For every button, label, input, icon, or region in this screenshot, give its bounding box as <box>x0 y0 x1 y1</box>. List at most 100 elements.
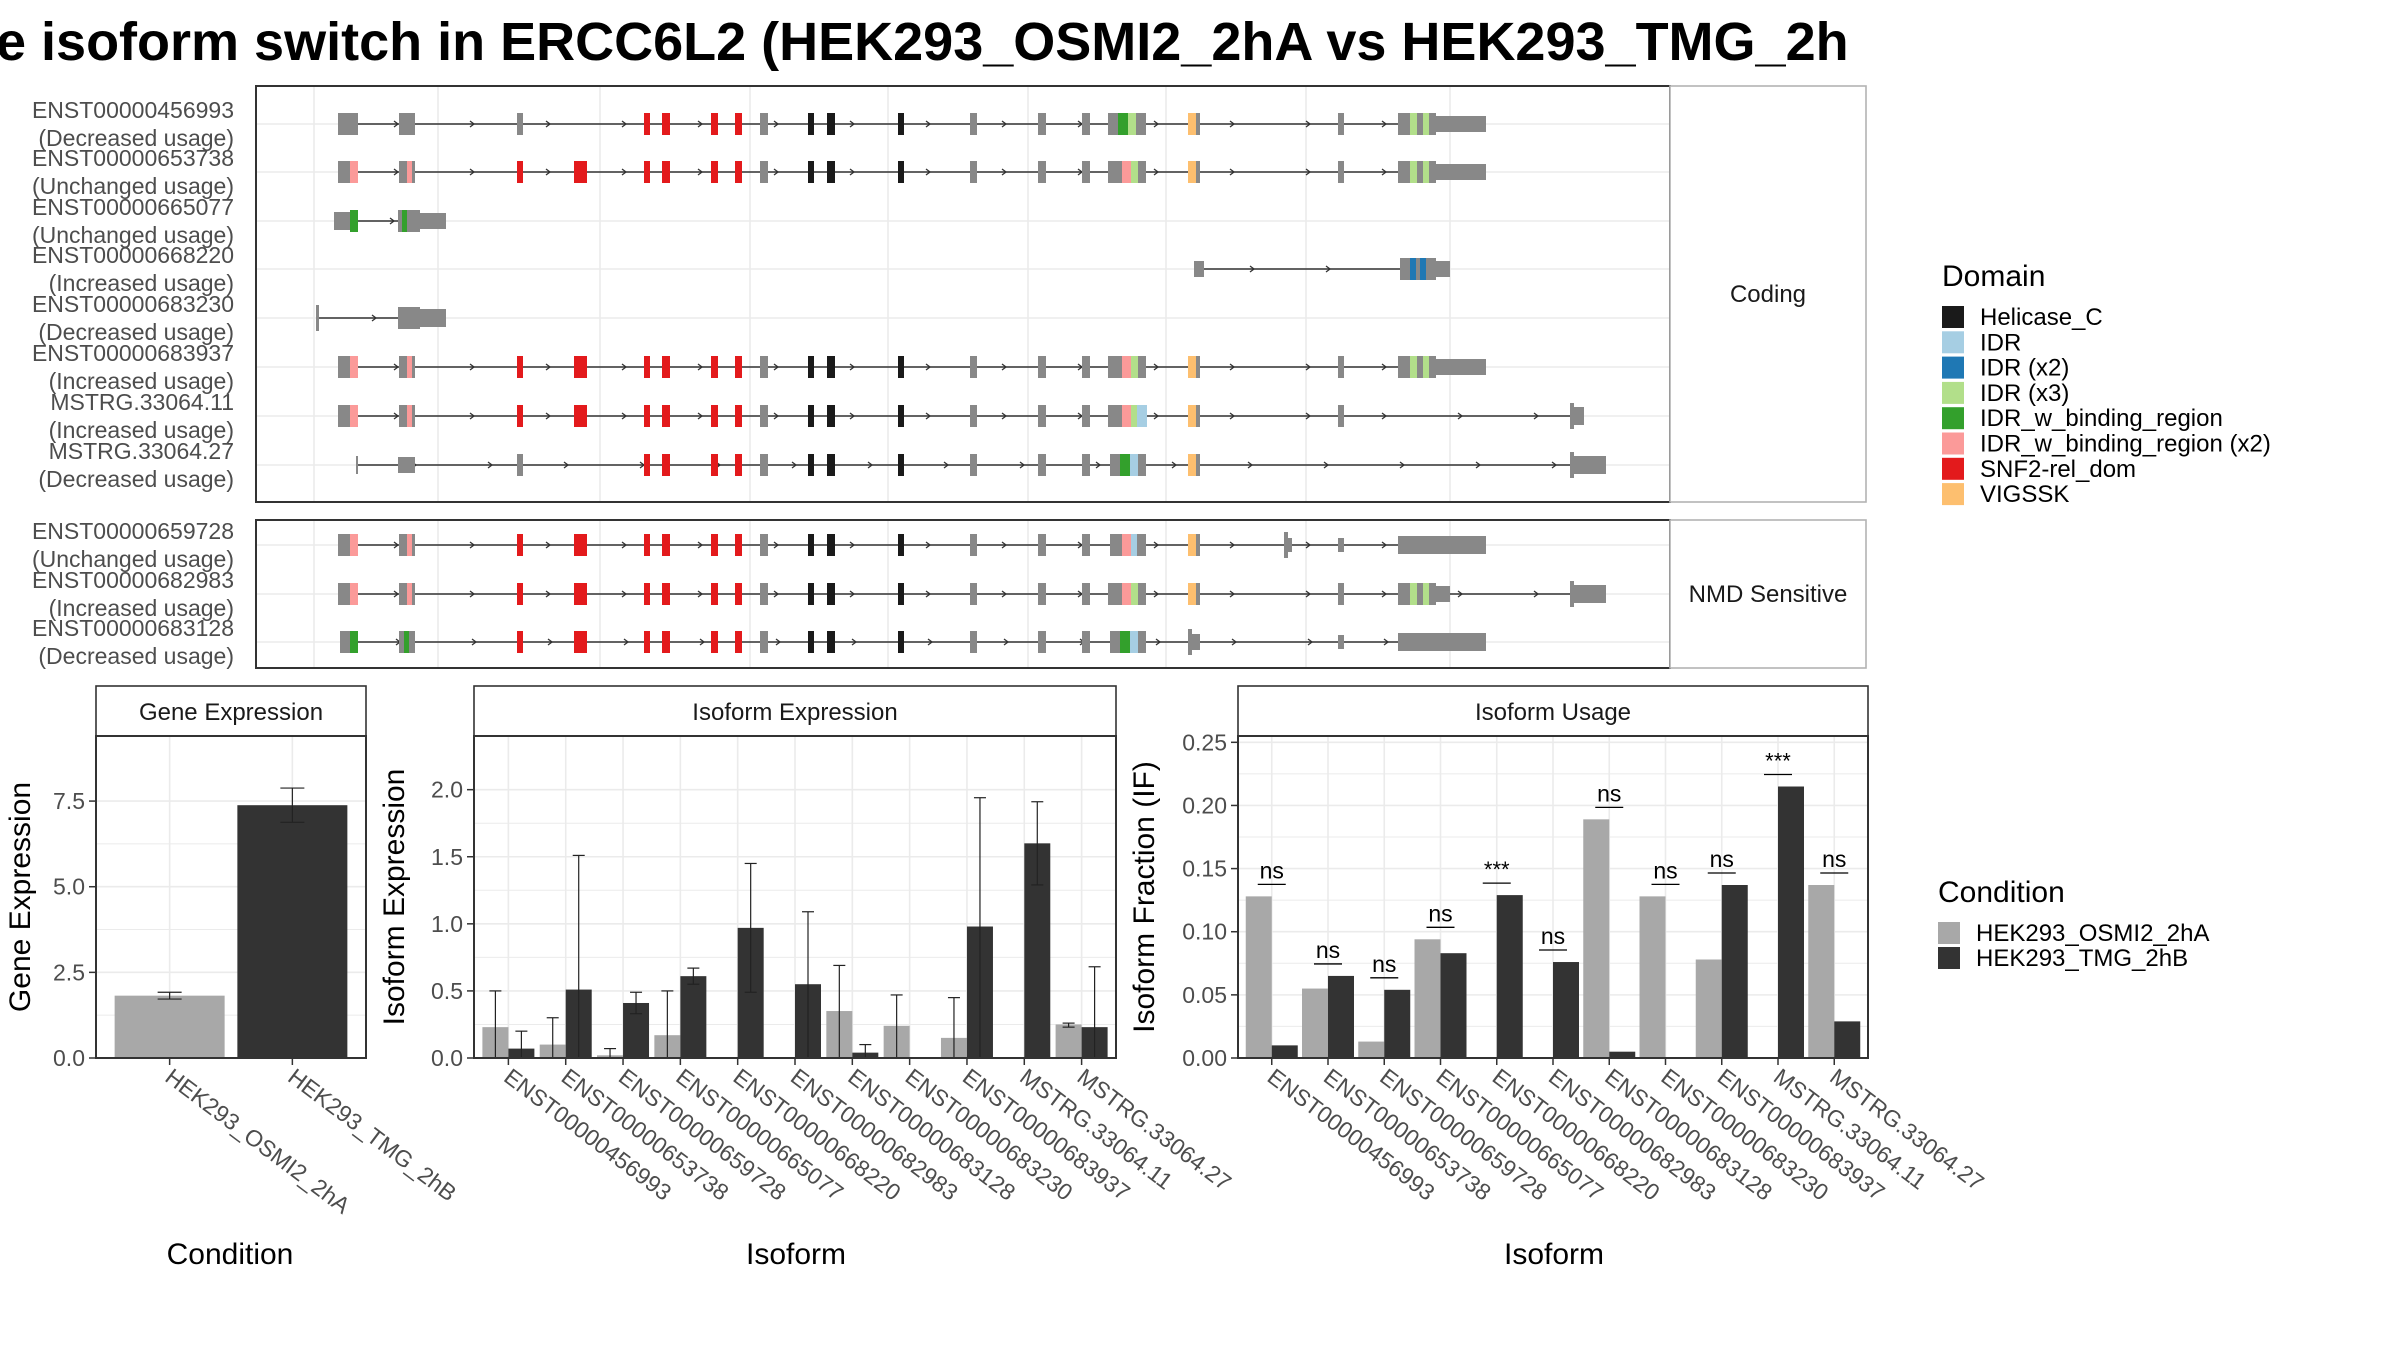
y-tick-label: 0.00 <box>1182 1045 1227 1071</box>
exon <box>1082 113 1090 135</box>
exon <box>1410 113 1417 135</box>
exon <box>735 161 742 183</box>
strand-arrow <box>1381 120 1388 128</box>
exon <box>1416 258 1420 280</box>
exon <box>1136 113 1146 135</box>
exon <box>1108 113 1118 135</box>
strand-arrow <box>849 120 856 128</box>
exon <box>760 631 768 653</box>
exon <box>1108 405 1122 427</box>
exon <box>338 356 350 378</box>
strand-arrow <box>1381 363 1388 371</box>
bar <box>114 995 225 1058</box>
exon <box>808 356 814 378</box>
strand-arrow <box>849 412 856 420</box>
exon <box>735 631 742 653</box>
strand-arrow <box>1153 168 1160 176</box>
exon <box>1131 405 1137 427</box>
exon <box>1426 258 1436 280</box>
strand-arrow <box>773 412 780 420</box>
x-axis-title: Condition <box>167 1238 294 1271</box>
exon <box>1131 583 1138 605</box>
exon <box>1118 113 1128 135</box>
exon <box>1188 629 1192 655</box>
exon <box>808 405 814 427</box>
chart-panel <box>89 685 367 1065</box>
strand-arrow <box>925 363 932 371</box>
isoform-usage-label: (Increased usage) <box>49 595 234 621</box>
strand-arrow <box>1457 412 1464 420</box>
exon <box>1423 113 1429 135</box>
exon <box>1122 405 1131 427</box>
y-tick-label: 0.0 <box>53 1045 85 1071</box>
legend-key <box>1942 356 1964 379</box>
exon <box>412 405 415 427</box>
nmd-strip-label: NMD Sensitive <box>1689 581 1848 608</box>
strand-arrow <box>849 541 856 549</box>
exon <box>711 534 718 556</box>
exon <box>517 454 523 476</box>
strand-arrow <box>849 363 856 371</box>
exon <box>827 356 835 378</box>
exon <box>1038 161 1046 183</box>
exon <box>662 113 670 135</box>
strand-arrow <box>469 363 476 371</box>
transcript-model <box>338 581 1606 607</box>
exon <box>1284 532 1288 558</box>
strand-arrow <box>1001 590 1008 598</box>
chart-panel <box>467 685 1117 1065</box>
exon <box>1131 161 1138 183</box>
strand-arrow <box>1229 168 1236 176</box>
exon <box>399 583 407 605</box>
strand-arrow <box>1019 461 1026 469</box>
exon <box>398 307 420 329</box>
transcript-model <box>338 403 1584 429</box>
exon <box>1429 356 1436 378</box>
exon <box>1423 356 1429 378</box>
exon <box>1188 405 1196 427</box>
strand-arrow <box>393 412 400 420</box>
strand-arrow <box>867 461 874 469</box>
significance-label: ns <box>1653 857 1677 883</box>
exon <box>1410 583 1417 605</box>
exon <box>1110 631 1120 653</box>
y-tick-label: 0.5 <box>431 978 463 1004</box>
exon <box>338 583 350 605</box>
strand-arrow <box>1305 120 1312 128</box>
strand-arrow <box>849 168 856 176</box>
y-axis-title: Isoform Expression <box>378 769 411 1026</box>
isoform-id-label: ENST00000456993 <box>32 97 234 123</box>
exon <box>1038 631 1046 653</box>
panel-border <box>95 735 367 1059</box>
exon <box>1429 583 1436 605</box>
isoform-usage-label: (Decreased usage) <box>38 319 234 345</box>
exon <box>898 161 904 183</box>
exon <box>574 161 587 183</box>
exon <box>1038 113 1046 135</box>
strand-arrow <box>471 638 478 646</box>
exon <box>1338 635 1344 649</box>
exon <box>662 583 670 605</box>
bar <box>1721 885 1748 1058</box>
strand-arrow <box>393 363 400 371</box>
exon <box>407 161 412 183</box>
bar <box>1440 953 1467 1058</box>
strand-arrow <box>389 217 396 225</box>
exon <box>711 405 718 427</box>
strand-arrow <box>469 590 476 598</box>
significance-label: *** <box>1765 749 1791 774</box>
y-tick-label: 0.0 <box>431 1045 463 1071</box>
strand-arrow <box>1381 168 1388 176</box>
exon <box>662 454 670 476</box>
strand-arrow <box>1381 541 1388 549</box>
exon <box>350 161 358 183</box>
exon <box>1038 405 1046 427</box>
transcript-model <box>338 113 1486 135</box>
strand-arrow <box>943 461 950 469</box>
bar <box>680 976 707 1058</box>
exon <box>827 405 835 427</box>
strand-arrow <box>393 590 400 598</box>
significance-label: *** <box>1484 857 1510 882</box>
strand-arrow <box>1381 412 1388 420</box>
bar <box>1639 896 1666 1058</box>
